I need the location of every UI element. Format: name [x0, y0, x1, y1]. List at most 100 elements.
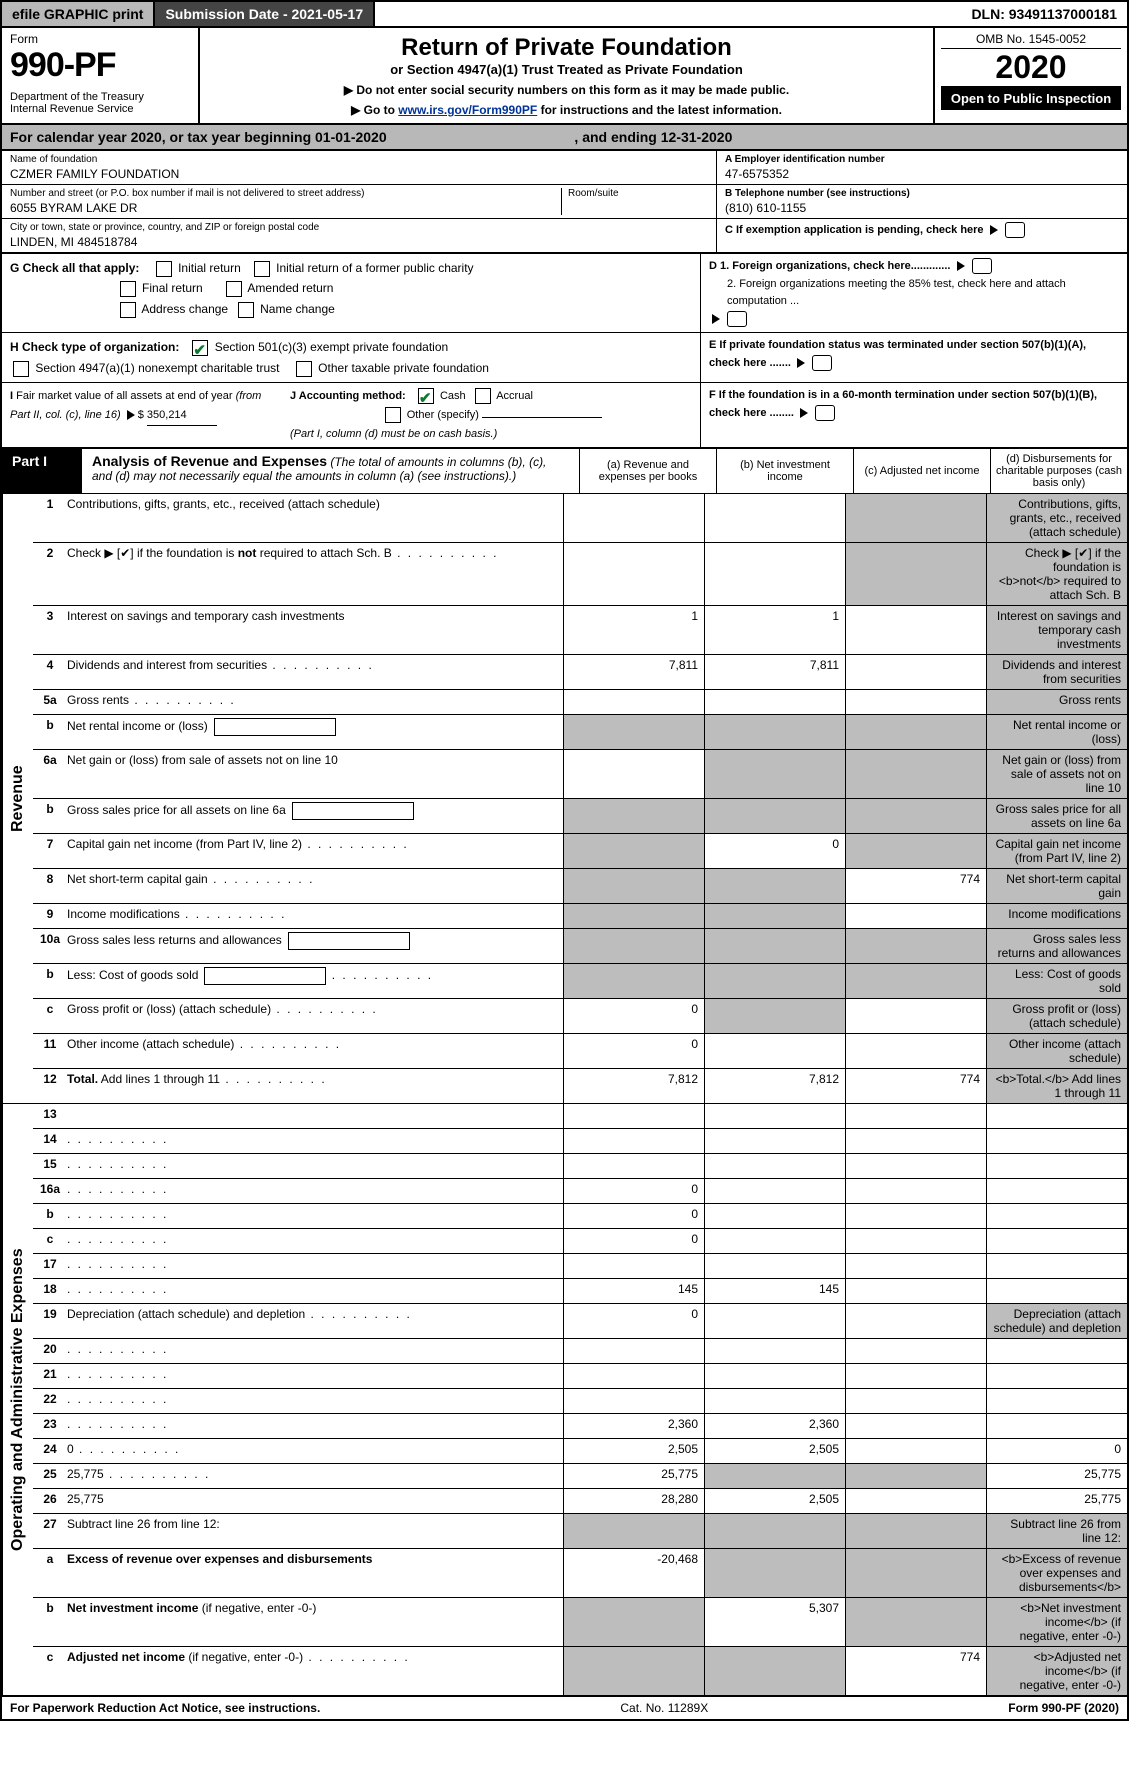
cell-d: Interest on savings and temporary cash i…	[986, 606, 1127, 654]
topbar-spacer	[375, 2, 961, 26]
dept-label: Department of the Treasury Internal Reve…	[10, 91, 190, 115]
table-row: 27Subtract line 26 from line 12:Subtract…	[33, 1514, 1127, 1549]
cash-checkbox[interactable]	[418, 388, 434, 404]
cell-c	[845, 1414, 986, 1438]
cell-d: Check ▶ [✔] if the foundation is <b>not<…	[986, 543, 1127, 605]
row-number: 17	[33, 1254, 67, 1278]
footer: For Paperwork Reduction Act Notice, see …	[2, 1697, 1127, 1719]
form-word: Form	[10, 32, 190, 46]
4947-checkbox[interactable]	[13, 361, 29, 377]
table-row: bLess: Cost of goods soldLess: Cost of g…	[33, 964, 1127, 999]
cell-b	[704, 1104, 845, 1128]
cell-b	[704, 750, 845, 798]
501c3-checkbox[interactable]	[192, 340, 208, 356]
row-number: 27	[33, 1514, 67, 1548]
initial-former-label: Initial return of a former public charit…	[276, 261, 473, 275]
row-number: 7	[33, 834, 67, 868]
header-left: Form 990-PF Department of the Treasury I…	[2, 28, 200, 123]
cell-c	[845, 1229, 986, 1253]
other-method-checkbox[interactable]	[385, 407, 401, 423]
row-number: 18	[33, 1279, 67, 1303]
cell-b: 2,360	[704, 1414, 845, 1438]
cell-b	[704, 1129, 845, 1153]
table-row: 18145145	[33, 1279, 1127, 1304]
tax-year: 2020	[941, 49, 1121, 87]
cell-b: 1	[704, 606, 845, 654]
cell-a: 25,775	[563, 1464, 704, 1488]
table-row: 16a 0	[33, 1179, 1127, 1204]
other-taxable-checkbox[interactable]	[296, 361, 312, 377]
name-change-checkbox[interactable]	[238, 302, 254, 318]
f-checkbox[interactable]	[815, 405, 835, 421]
initial-former-checkbox[interactable]	[254, 261, 270, 277]
row-number: 13	[33, 1104, 67, 1128]
identity-block: Name of foundation CZMER FAMILY FOUNDATI…	[2, 151, 1127, 253]
address-change-checkbox[interactable]	[120, 302, 136, 318]
cell-a	[563, 964, 704, 998]
inst2-post: for instructions and the latest informat…	[537, 103, 782, 117]
d2-checkbox[interactable]	[727, 311, 747, 327]
table-row: 4Dividends and interest from securities7…	[33, 655, 1127, 690]
cell-d	[986, 1339, 1127, 1363]
table-row: cGross profit or (loss) (attach schedule…	[33, 999, 1127, 1034]
i-section: I Fair market value of all assets at end…	[10, 387, 280, 443]
h-section: H Check type of organization: Section 50…	[2, 332, 700, 382]
cell-a: -20,468	[563, 1549, 704, 1597]
cell-a	[563, 1154, 704, 1178]
cell-d	[986, 1389, 1127, 1413]
arrow-icon	[712, 314, 720, 324]
col-a-header: (a) Revenue and expenses per books	[579, 449, 716, 493]
final-return-checkbox[interactable]	[120, 281, 136, 297]
row-number: 19	[33, 1304, 67, 1338]
e-checkbox[interactable]	[812, 355, 832, 371]
cell-a: 2,360	[563, 1414, 704, 1438]
c-label: C If exemption application is pending, c…	[725, 224, 984, 236]
header-row: Form 990-PF Department of the Treasury I…	[2, 28, 1127, 125]
cell-a: 0	[563, 1179, 704, 1203]
row-number: 16a	[33, 1179, 67, 1203]
cell-c	[845, 715, 986, 749]
row-description: Net short-term capital gain	[67, 869, 563, 903]
table-row: b Gross sales price for all assets on lin…	[33, 799, 1127, 834]
table-row: 21	[33, 1364, 1127, 1389]
row-number: 14	[33, 1129, 67, 1153]
cell-d: Gross profit or (loss) (attach schedule)	[986, 999, 1127, 1033]
table-row: 9Income modificationsIncome modification…	[33, 904, 1127, 929]
irs-link[interactable]: www.irs.gov/Form990PF	[398, 103, 537, 117]
row-number: 6a	[33, 750, 67, 798]
cell-a	[563, 1339, 704, 1363]
cell-b	[704, 1339, 845, 1363]
amended-return-checkbox[interactable]	[226, 281, 242, 297]
calendar-year-row: For calendar year 2020, or tax year begi…	[2, 125, 1127, 151]
row-number: b	[33, 799, 67, 833]
d1-checkbox[interactable]	[972, 258, 992, 274]
accrual-checkbox[interactable]	[475, 388, 491, 404]
cell-d: Gross sales price for all assets on line…	[986, 799, 1127, 833]
cell-a: 2,505	[563, 1439, 704, 1463]
arrow-icon	[797, 358, 805, 368]
cell-a: 0	[563, 999, 704, 1033]
cell-d: <b>Excess of revenue over expenses and d…	[986, 1549, 1127, 1597]
cell-a	[563, 904, 704, 928]
cell-b: 2,505	[704, 1489, 845, 1513]
row-number: c	[33, 1229, 67, 1253]
row-description: Subtract line 26 from line 12:	[67, 1514, 563, 1548]
cell-c	[845, 1598, 986, 1646]
row-description: Adjusted net income (if negative, enter …	[67, 1647, 563, 1695]
cell-c	[845, 1129, 986, 1153]
row-description: Other income (attach schedule)	[67, 1034, 563, 1068]
cell-a	[563, 799, 704, 833]
cell-b	[704, 1034, 845, 1068]
header-right: OMB No. 1545-0052 2020 Open to Public In…	[933, 28, 1127, 123]
efile-print-button[interactable]: efile GRAPHIC print	[2, 2, 155, 26]
cell-c	[845, 606, 986, 654]
cell-b: 145	[704, 1279, 845, 1303]
table-row: 13	[33, 1104, 1127, 1129]
initial-return-checkbox[interactable]	[156, 261, 172, 277]
c-checkbox[interactable]	[1005, 222, 1025, 238]
row-description	[67, 1204, 563, 1228]
submission-date-button[interactable]: Submission Date - 2021-05-17	[155, 2, 375, 26]
f-label: F If the foundation is in a 60-month ter…	[709, 389, 1097, 419]
table-row: 19Depreciation (attach schedule) and dep…	[33, 1304, 1127, 1339]
cell-d	[986, 1279, 1127, 1303]
